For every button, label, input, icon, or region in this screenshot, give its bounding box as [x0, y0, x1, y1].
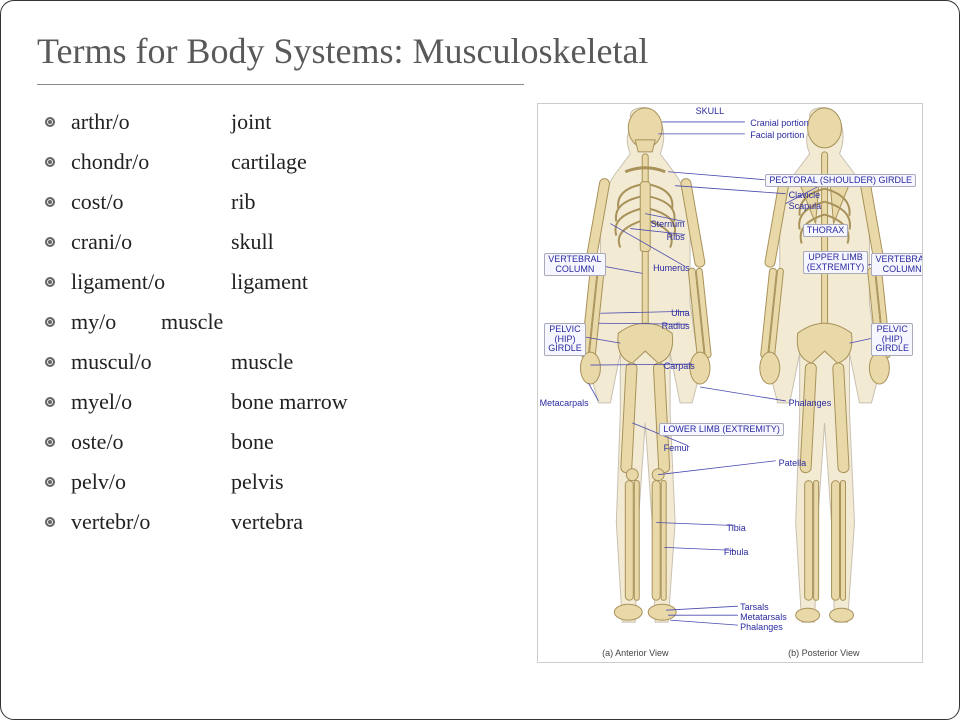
term-root: vertebr/o [71, 509, 231, 535]
view-label-b: (b) Posterior View [788, 648, 859, 658]
anatomy-label: Facial portion [750, 130, 804, 140]
term-meaning: pelvis [231, 469, 533, 495]
anatomy-label: Metatarsals [740, 612, 787, 622]
term-row: chondr/o cartilage [45, 149, 533, 175]
anatomy-label: Scapula [789, 201, 822, 211]
term-meaning: joint [231, 109, 533, 135]
anatomy-label: LOWER LIMB (EXTREMITY) [659, 423, 784, 436]
slide: Terms for Body Systems: Musculoskeletal … [0, 0, 960, 720]
bullet-icon [45, 437, 55, 447]
anatomy-label: Fibula [724, 547, 749, 557]
term-meaning: skull [231, 229, 533, 255]
anatomy-label: Ribs [667, 232, 685, 242]
term-meaning: vertebra [231, 509, 533, 535]
anatomy-label: Sternum [651, 219, 685, 229]
anatomy-label: PELVIC(HIP)GIRDLE [871, 323, 913, 355]
anatomy-label: Phalanges [789, 398, 832, 408]
anatomy-label: VERTEBRALCOLUMN [544, 253, 605, 276]
anatomy-label: Tibia [727, 523, 746, 533]
anatomy-label: Ulna [671, 308, 690, 318]
anatomy-label: UPPER LIMB(EXTREMITY) [803, 251, 869, 274]
anatomy-label: PECTORAL (SHOULDER) GIRDLE [765, 174, 916, 187]
term-root: crani/o [71, 229, 231, 255]
term-row: pelv/o pelvis [45, 469, 533, 495]
term-meaning: cartilage [231, 149, 533, 175]
content-row: arthr/o joint chondr/o cartilage cost/o … [37, 103, 923, 663]
anatomy-label: Cranial portion [750, 118, 809, 128]
anatomy-label: VERTEBRALCOLUMN [871, 253, 923, 276]
term-root: arthr/o [71, 109, 231, 135]
term-meaning: bone [231, 429, 533, 455]
bullet-icon [45, 117, 55, 127]
term-row: crani/o skull [45, 229, 533, 255]
term-meaning: ligament [231, 269, 533, 295]
term-meaning: muscle [231, 349, 533, 375]
bullet-icon [45, 317, 55, 327]
bullet-icon [45, 237, 55, 247]
term-root: myel/o [71, 389, 231, 415]
skeleton-svg [538, 104, 922, 662]
term-row: ligament/o ligament [45, 269, 533, 295]
view-label-a: (a) Anterior View [602, 648, 668, 658]
bullet-icon [45, 277, 55, 287]
term-root: chondr/o [71, 149, 231, 175]
anatomy-label: Patella [779, 458, 807, 468]
bullet-icon [45, 197, 55, 207]
term-root: my/o [71, 309, 161, 335]
terms-list: arthr/o joint chondr/o cartilage cost/o … [37, 103, 533, 663]
anatomy-label: Clavicle [789, 190, 821, 200]
anatomy-label: Phalanges [740, 622, 783, 632]
bullet-icon [45, 357, 55, 367]
skeleton-diagram: (a) Anterior View (b) Posterior View SKU… [537, 103, 923, 663]
anatomy-label: THORAX [803, 224, 849, 237]
term-root: oste/o [71, 429, 231, 455]
term-row: arthr/o joint [45, 109, 533, 135]
anatomy-label: Humerus [653, 263, 690, 273]
bullet-icon [45, 157, 55, 167]
bullet-icon [45, 517, 55, 527]
term-row: vertebr/o vertebra [45, 509, 533, 535]
anatomy-label: Metacarpals [540, 398, 589, 408]
bullet-icon [45, 477, 55, 487]
anatomy-label: PELVIC(HIP)GIRDLE [544, 323, 586, 355]
term-root: cost/o [71, 189, 231, 215]
term-row: cost/o rib [45, 189, 533, 215]
anatomy-label: Radius [662, 321, 690, 331]
anatomy-label: Tarsals [740, 602, 769, 612]
term-row: muscul/o muscle [45, 349, 533, 375]
term-root: muscul/o [71, 349, 231, 375]
title-rule [37, 84, 524, 85]
term-row: myel/o bone marrow [45, 389, 533, 415]
bullet-icon [45, 397, 55, 407]
anatomy-label: SKULL [696, 106, 725, 116]
term-root: pelv/o [71, 469, 231, 495]
term-meaning: rib [231, 189, 533, 215]
term-row: my/o muscle [45, 309, 533, 335]
term-root: ligament/o [71, 269, 231, 295]
anatomy-label: Femur [664, 443, 690, 453]
term-meaning: bone marrow [231, 389, 533, 415]
slide-title: Terms for Body Systems: Musculoskeletal [37, 29, 923, 74]
anatomy-label: Carpals [664, 361, 695, 371]
term-row: oste/o bone [45, 429, 533, 455]
term-meaning: muscle [161, 309, 533, 335]
